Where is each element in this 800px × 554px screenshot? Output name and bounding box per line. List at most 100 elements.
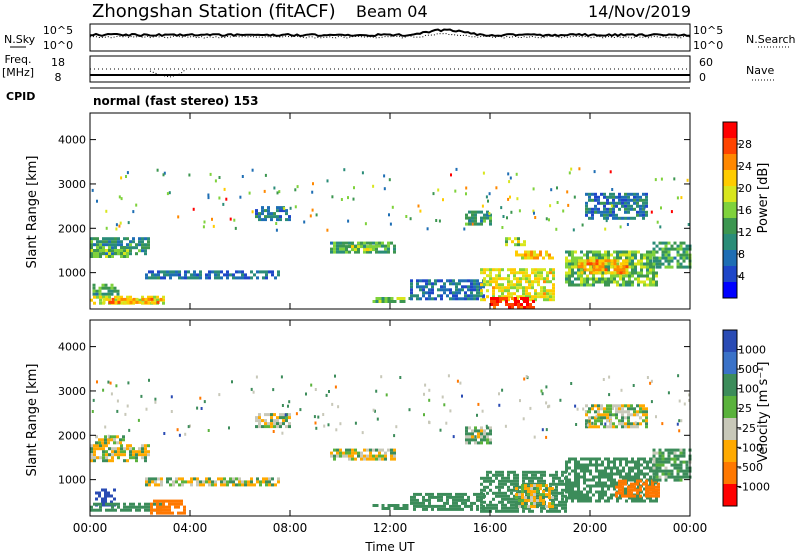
data-cell	[153, 499, 156, 503]
data-cell	[516, 473, 519, 477]
data-cell	[678, 399, 681, 403]
data-cell	[190, 273, 193, 277]
data-cell	[385, 393, 388, 397]
data-cell	[618, 485, 621, 489]
data-cell	[618, 491, 621, 495]
data-cell	[536, 499, 539, 503]
data-cell	[634, 478, 637, 482]
data-cell	[261, 209, 264, 213]
data-cell	[485, 195, 488, 199]
data-cell	[574, 472, 577, 476]
data-cell	[574, 490, 577, 494]
data-cell	[616, 274, 619, 278]
data-cell	[627, 195, 630, 199]
data-cell	[619, 262, 623, 266]
data-cell	[655, 499, 658, 503]
data-cell	[247, 480, 250, 484]
data-cell	[342, 454, 345, 458]
data-cell	[673, 451, 677, 455]
data-cell	[282, 422, 285, 426]
data-cell	[108, 246, 111, 249]
data-cell	[199, 270, 202, 274]
data-cell	[276, 425, 279, 429]
data-cell	[607, 283, 610, 287]
data-cell	[568, 280, 571, 284]
data-cell	[481, 409, 484, 413]
data-cell	[604, 469, 607, 473]
data-cell	[549, 271, 552, 275]
data-cell	[501, 268, 504, 272]
data-cell	[480, 292, 483, 296]
data-cell	[248, 191, 251, 195]
data-cell	[609, 410, 612, 414]
data-cell	[483, 506, 486, 510]
data-cell	[150, 508, 153, 512]
data-cell	[551, 499, 554, 503]
data-cell	[670, 457, 674, 461]
data-cell	[589, 463, 592, 467]
data-cell	[637, 496, 640, 500]
data-cell	[580, 262, 584, 266]
data-cell	[431, 291, 434, 295]
data-cell	[102, 444, 105, 448]
data-cell	[643, 262, 646, 266]
data-cell	[288, 425, 291, 429]
data-cell	[661, 457, 665, 461]
data-cell	[489, 277, 492, 281]
data-cell	[621, 404, 624, 408]
data-cell	[586, 283, 589, 287]
data-cell	[363, 248, 366, 252]
data-cell	[646, 463, 649, 467]
data-cell	[618, 488, 621, 492]
data-cell	[196, 480, 199, 484]
data-cell	[580, 277, 583, 281]
data-cell	[92, 283, 96, 287]
y-tick-label: 3000	[58, 385, 86, 398]
data-cell	[627, 491, 630, 495]
data-cell	[622, 262, 626, 266]
data-cell	[682, 454, 686, 458]
data-cell	[534, 292, 537, 296]
data-cell	[90, 508, 93, 512]
data-cell	[537, 470, 540, 474]
data-cell	[272, 430, 275, 433]
data-cell	[492, 292, 495, 296]
data-cell	[621, 216, 624, 220]
data-cell	[492, 268, 495, 272]
data-cell	[627, 410, 630, 414]
data-cell	[351, 454, 354, 458]
data-cell	[455, 492, 458, 496]
data-cell	[384, 244, 387, 248]
colorbar-tick-label: 20	[738, 182, 752, 195]
data-cell	[96, 502, 99, 506]
data-cell	[513, 506, 516, 510]
data-cell	[655, 283, 658, 287]
data-cell	[640, 469, 643, 473]
data-cell	[178, 270, 181, 274]
data-cell	[431, 282, 434, 286]
data-cell	[540, 509, 543, 513]
data-cell	[555, 491, 558, 495]
data-cell	[113, 289, 117, 293]
data-cell	[652, 499, 655, 503]
data-cell	[533, 256, 536, 260]
data-cell	[217, 270, 220, 274]
data-cell	[169, 276, 172, 280]
data-cell	[482, 294, 485, 298]
data-cell	[685, 469, 689, 473]
data-cell	[537, 491, 540, 495]
data-cell	[333, 457, 336, 461]
data-cell	[410, 282, 413, 286]
data-cell	[574, 466, 577, 470]
data-cell	[148, 477, 151, 481]
data-cell	[437, 492, 440, 496]
data-cell	[532, 187, 535, 191]
data-cell	[390, 297, 394, 300]
data-cell	[568, 460, 571, 464]
data-cell	[428, 279, 431, 283]
data-cell	[422, 501, 425, 505]
data-cell	[163, 273, 166, 277]
data-cell	[592, 277, 595, 281]
data-cell	[592, 262, 596, 266]
